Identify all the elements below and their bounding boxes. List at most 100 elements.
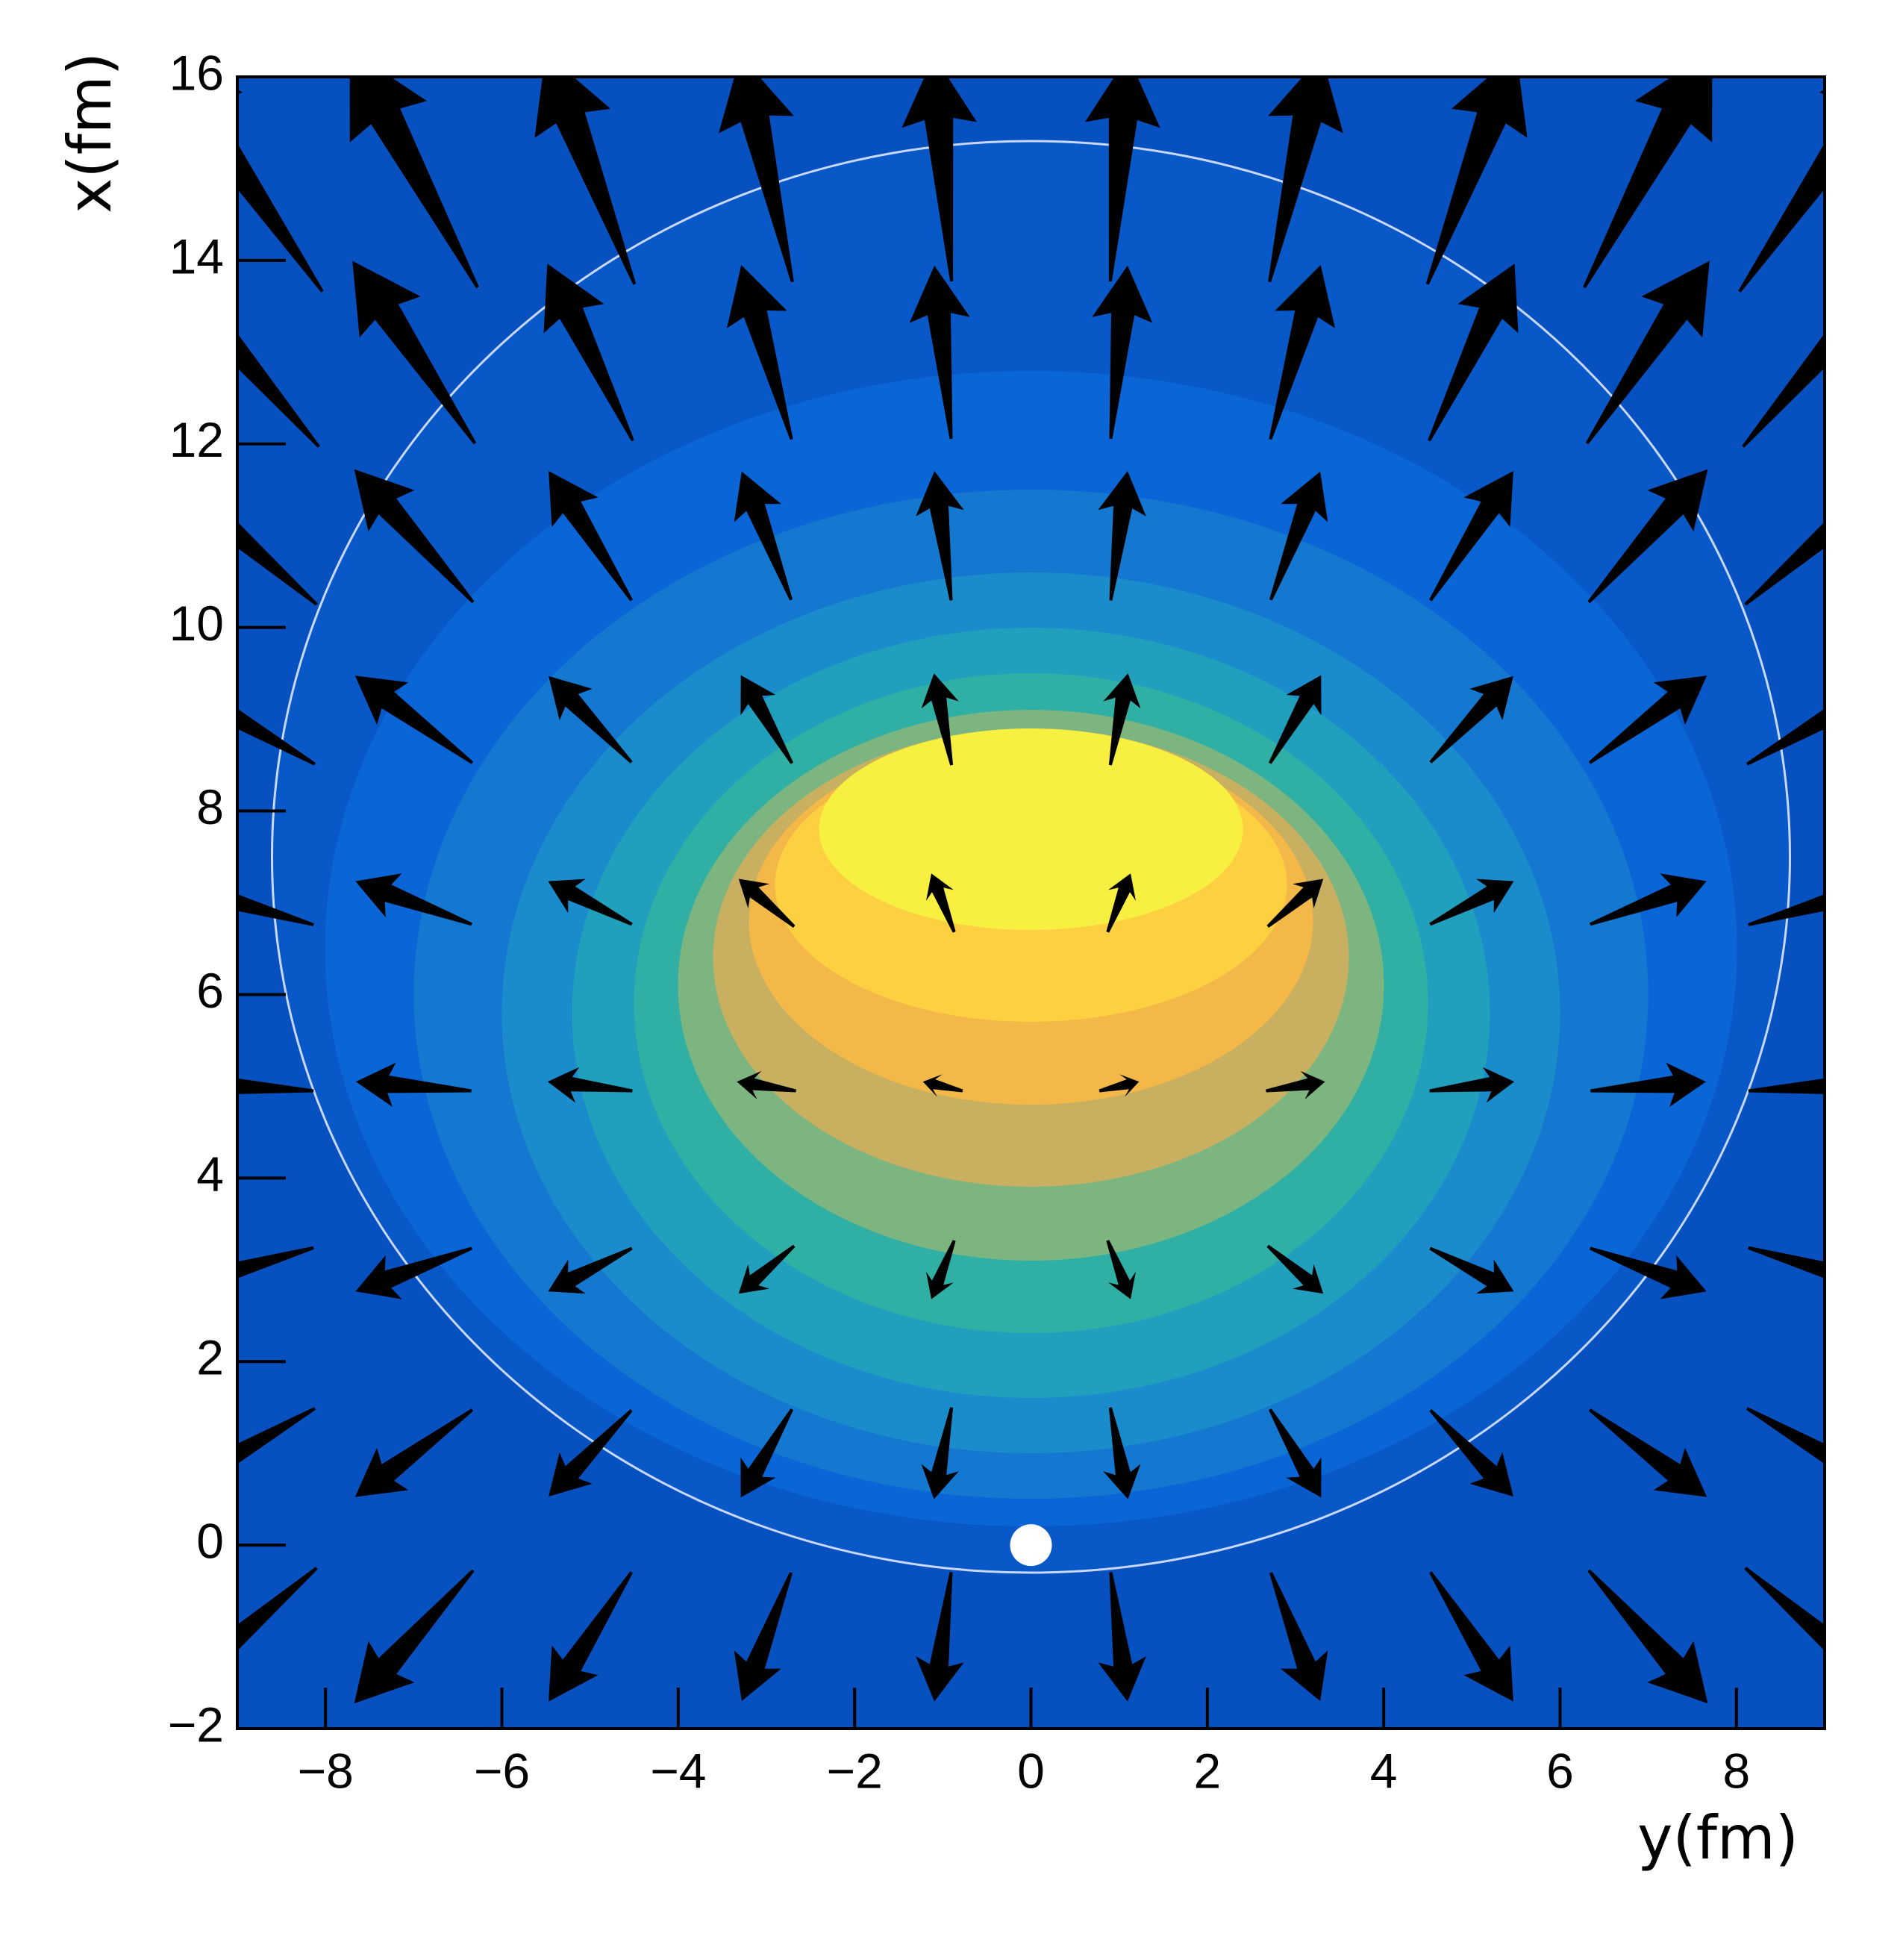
arrow [1738,89,1825,293]
arrow [1425,77,1528,285]
density-map [237,77,1825,1729]
arrow [1590,1062,1707,1107]
arrow [926,873,956,933]
arrow [738,1244,796,1294]
y-tick-label: −2 [168,1697,224,1752]
y-tick-label: 16 [169,45,224,100]
arrow [1098,1572,1146,1702]
arrow [1744,1567,1825,1651]
vector-field [237,77,1825,1704]
arrow [926,1240,956,1299]
arrow [1585,260,1710,445]
arrow [1092,265,1153,440]
x-axis-label: y(fm) [1637,1803,1799,1873]
x-tick-label: −2 [827,1743,883,1798]
arrow [727,265,793,440]
arrow [1268,77,1343,283]
arrow [1748,894,1825,926]
y-tick-label: 0 [196,1514,224,1569]
arrow [922,1074,963,1097]
y-tick-label: 4 [196,1146,224,1202]
arrow [1429,675,1513,764]
arrow [1269,1572,1328,1702]
arrow [355,1246,472,1299]
arrow [916,1572,964,1702]
arrow [549,471,633,602]
arrow [354,1569,475,1704]
arrow [1748,1078,1825,1094]
arrow [1429,1067,1515,1103]
arrow [1590,873,1707,926]
arrow [1269,265,1335,440]
arrow [921,1407,959,1499]
arrow [909,265,970,440]
arrow [1098,471,1146,601]
arrow [237,1078,314,1094]
arrow [237,89,324,293]
arrow [543,263,634,442]
arrow [1106,1240,1136,1299]
arrow [1266,1244,1324,1294]
contour-level [819,728,1243,930]
arrow [1269,471,1328,601]
arrow [734,1572,793,1702]
arrow [1588,675,1707,764]
arrow [1103,673,1141,766]
axes: −8 −6 −4 −2 0 2 4 6 8 −2 0 2 4 6 8 10 12 14 16 [168,45,1750,1798]
arrow [1266,1070,1325,1099]
arrow [901,77,978,282]
y-tick-label: 6 [196,963,224,1018]
arrow [549,1409,633,1496]
x-tick-label: 2 [1193,1743,1221,1798]
arrow [547,1067,633,1103]
arrow [1429,471,1513,602]
arrow [354,469,475,604]
arrow [737,1070,796,1099]
arrow [237,1246,314,1279]
x-tick-label: 6 [1546,1743,1574,1798]
arrow [719,77,794,283]
arrow [740,1408,793,1498]
arrow [549,675,633,764]
arrow [1587,1569,1708,1704]
y-tick-label: 12 [169,412,224,467]
arrow [548,1246,633,1294]
arrow [237,708,316,766]
arrow [1587,469,1708,604]
y-tick-label: 10 [169,596,224,651]
arrow [355,1062,472,1107]
arrow [1266,878,1324,928]
arrow [1103,1407,1141,1499]
arrow [237,1567,318,1651]
arrow [1106,873,1136,933]
arrow [1429,878,1514,926]
arrow [1588,1408,1707,1497]
arrow [1428,263,1519,442]
arrow [534,77,637,285]
y-tick-label: 2 [196,1330,224,1385]
arrow [734,471,793,601]
arrow [738,878,796,928]
arrow [1429,1409,1513,1496]
x-tick-label: 0 [1017,1743,1045,1798]
arrow [1583,77,1713,289]
arrow [1099,1074,1140,1097]
y-tick-label: 14 [169,228,224,284]
arrow [349,77,479,289]
arrow [740,675,793,764]
arrow [237,333,320,448]
arrow [1269,1408,1322,1498]
arrow [1084,77,1160,282]
arrow [1744,522,1825,606]
arrow [355,873,472,926]
y-axis-label: x(fm) [55,52,125,213]
arrow [549,1571,633,1702]
arrow [237,894,314,926]
arrow [237,1407,316,1464]
arrow [1746,708,1825,766]
x-tick-label: −8 [298,1743,354,1798]
arrow [1429,1571,1513,1702]
arrow [1269,675,1322,764]
arrow [1748,1246,1825,1279]
